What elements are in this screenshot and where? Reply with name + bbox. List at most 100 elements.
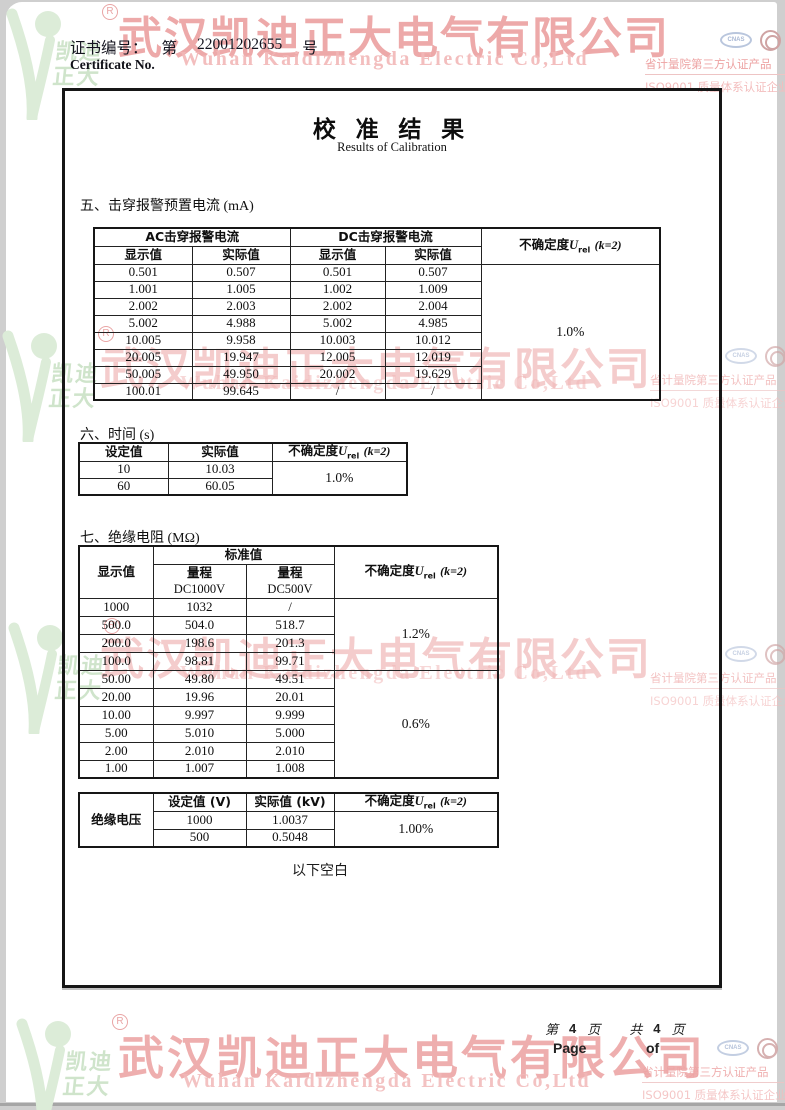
cert-text-line1: 省计量院第三方认证产品 <box>645 56 785 75</box>
cnas-logo-icon: CNAS <box>717 1040 749 1056</box>
breakdown-alarm-current-table: AC击穿报警电流 DC击穿报警电流 不确定度Urel (k=2) 显示值 实际值… <box>93 227 662 401</box>
cell: 99.645 <box>191 382 291 401</box>
page-number: 4 <box>569 1021 577 1036</box>
col-header: 实际值 <box>191 245 291 265</box>
cell: 0.507 <box>384 263 482 282</box>
cert-no-suffix: 号 <box>302 40 318 57</box>
cell: 10.012 <box>384 331 482 350</box>
cell: 1000 <box>152 810 247 830</box>
watermark-company-cn: 武汉凯迪正大电气有限公司 <box>118 13 670 64</box>
cell: 60.05 <box>167 477 273 496</box>
col-header: 显示值 <box>289 245 386 265</box>
cell: 20.00 <box>78 687 154 707</box>
page-title: 校 准 结 果 <box>312 117 472 142</box>
cell: 60 <box>78 477 169 496</box>
cert-label-cn: 证书编号： <box>70 40 148 57</box>
table-row: 1000 1.0037 1.00% <box>79 810 499 848</box>
sprout-figure-icon <box>8 622 63 734</box>
cell: 1032 <box>152 597 247 617</box>
cell: 50.00 <box>78 669 154 689</box>
table-row: 100.01 99.645 / / <box>93 382 660 401</box>
of-label-en: of <box>646 1040 660 1056</box>
cell: 518.7 <box>245 615 335 635</box>
cell: 49.950 <box>191 365 291 384</box>
col-header: 显示值 <box>93 245 193 265</box>
cell: 10.03 <box>167 460 273 479</box>
document-frame <box>62 88 722 988</box>
page-label-cn: 第 <box>545 1022 559 1037</box>
section5-heading: 五、击穿报警预置电流 (mA) <box>80 199 254 214</box>
cell: 0.507 <box>191 263 291 282</box>
uncertainty-header: 不确定度Urel (k=2) <box>333 545 499 599</box>
registered-trademark-icon: R <box>112 1014 128 1030</box>
cell: / <box>245 597 335 617</box>
time-table: 设定值 实际值 不确定度Urel (k=2) 10 10.03 1.0% 60 … <box>78 442 408 497</box>
col-header: 设定值 (V) <box>152 792 247 812</box>
cell: 2.00 <box>78 741 154 761</box>
cell: / <box>289 382 386 401</box>
uncertainty-header: 不确定度Urel (k=2) <box>333 792 499 812</box>
cell: 10 <box>78 460 169 479</box>
sprout-figure-icon <box>2 330 57 442</box>
table-row: 10.00 9.997 9.999 <box>78 705 498 725</box>
cell: 98.81 <box>152 651 247 671</box>
cert-text-line2: ISO9001 质量体系认证企业 <box>650 396 785 410</box>
table-row: 1.001 1.005 1.002 1.009 <box>93 280 660 299</box>
uncertainty-value: 1.0% <box>480 263 661 401</box>
cell: 1.009 <box>384 280 482 299</box>
cell: 20.005 <box>93 348 193 367</box>
cell: 0.501 <box>289 263 386 282</box>
total-number: 4 <box>653 1021 661 1036</box>
sprout-figure-icon <box>16 1018 71 1110</box>
certification-block: CNAS 省计量院第三方认证产品 ISO9001 质量体系认证企业 <box>650 642 785 709</box>
col-header: 实际值 <box>384 245 482 265</box>
ccc-logo-icon <box>757 1037 778 1059</box>
page-label-cn: 页 <box>587 1022 601 1037</box>
cell: 201.3 <box>245 633 335 653</box>
certification-block: CNAS 省计量院第三方认证产品 ISO9001 质量体系认证企业 <box>650 344 785 411</box>
cell: 1000 <box>78 597 154 617</box>
cell: 5.002 <box>93 314 193 333</box>
col-header: 实际值 <box>167 442 273 462</box>
cell: 49.80 <box>152 669 247 689</box>
cert-text-line1: 省计量院第三方认证产品 <box>642 1064 784 1083</box>
section6-heading: 六、时间 (s) <box>80 428 155 443</box>
col-header: 设定值 <box>78 442 169 462</box>
cell: 2.010 <box>245 741 335 761</box>
registered-trademark-icon: R <box>102 4 118 20</box>
uncertainty-value: 1.00% <box>333 810 499 848</box>
cert-text-line1: 省计量院第三方认证产品 <box>650 670 785 689</box>
table-row: 50.005 49.950 20.002 19.629 <box>93 365 660 384</box>
col-header: 显示值 <box>78 545 154 599</box>
cell: 19.629 <box>384 365 482 384</box>
cell: 19.96 <box>152 687 247 707</box>
cell: 10.005 <box>93 331 193 350</box>
below-blank-note: 以下空白 <box>292 863 348 879</box>
cell: 10.003 <box>289 331 386 350</box>
table-row: 20.005 19.947 12.005 12.019 <box>93 348 660 367</box>
table-row: 10 10.03 1.0% <box>78 460 408 496</box>
table-row: 500.0 504.0 518.7 <box>78 615 498 635</box>
cell: 49.51 <box>245 669 335 689</box>
cell: 200.0 <box>78 633 154 653</box>
uncertainty-value: 1.0% <box>271 460 408 496</box>
cell: 500 <box>152 828 247 848</box>
table-row: 50.00 49.80 49.51 0.6% <box>78 669 499 779</box>
standard-value-header: 标准值 <box>152 545 335 565</box>
col-header: 实际值 (kV) <box>245 792 335 812</box>
cell: 0.501 <box>93 263 193 282</box>
cell: 12.005 <box>289 348 386 367</box>
page-label-en: Page <box>553 1040 587 1056</box>
cert-text-line1: 省计量院第三方认证产品 <box>650 372 785 391</box>
cell: 500.0 <box>78 615 154 635</box>
range-header-dc1000: 量程 DC1000V <box>152 563 247 599</box>
table-row: 200.0 198.6 201.3 <box>78 633 498 653</box>
cell: 2.004 <box>384 297 482 316</box>
cell: 4.985 <box>384 314 482 333</box>
cell: 1.002 <box>289 280 386 299</box>
watermark-company-cn: 武汉凯迪正大电气有限公司 <box>118 1031 706 1085</box>
cell: 4.988 <box>191 314 291 333</box>
total-label-cn: 共 <box>629 1022 643 1037</box>
cert-text-line2: ISO9001 质量体系认证企业 <box>650 694 785 708</box>
